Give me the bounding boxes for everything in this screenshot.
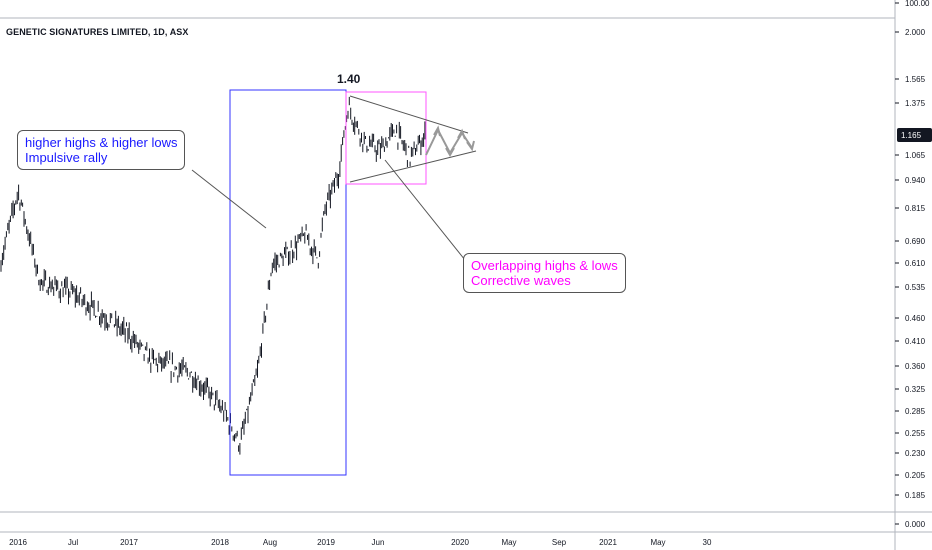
price-tick-label: 0.410: [905, 337, 926, 346]
price-scale[interactable]: 100.00 2.000 1.565 1.375 1.065 0.940 0.815 0.69…: [895, 0, 930, 529]
time-tick-label: Jun: [372, 538, 385, 547]
projection-arrowheads: [433, 125, 475, 158]
time-tick-label: 2017: [120, 538, 138, 547]
chart-title: GENETIC SIGNATURES LIMITED, 1D, ASX: [6, 27, 189, 37]
time-tick-label: 2020: [451, 538, 469, 547]
time-tick-label: Aug: [263, 538, 277, 547]
price-tick-label: 0.460: [905, 314, 926, 323]
impulse-box[interactable]: [229, 89, 347, 476]
price-tick-label: 0.205: [905, 471, 926, 480]
time-tick-label: May: [650, 538, 665, 547]
time-tick-label: Sep: [552, 538, 567, 547]
price-tick-label: 0.535: [905, 283, 926, 292]
time-tick-label: 2021: [599, 538, 617, 547]
price-tick-label: 0.815: [905, 204, 926, 213]
corrective-annotation-line1: Overlapping highs & lows: [471, 258, 618, 273]
time-tick-label: 2018: [211, 538, 229, 547]
price-tick-label: 0.230: [905, 449, 926, 458]
price-tick-label: 1.375: [905, 99, 926, 108]
corrective-callout-pointer: [384, 159, 466, 261]
impulse-callout-pointer: [191, 169, 267, 229]
price-tick-label: 1.065: [905, 151, 926, 160]
price-tick-label: 0.360: [905, 362, 926, 371]
time-scale[interactable]: 2016 Jul 2017 2018 Aug 2019 Jun 2020 May Sep 2021 M…: [9, 538, 712, 547]
price-tick-label: 0.185: [905, 491, 926, 500]
price-tick-label: 0.690: [905, 237, 926, 246]
peak-label: 1.40: [337, 72, 361, 86]
triangle-upper-line[interactable]: [349, 95, 469, 134]
price-tick-label: 0.000: [905, 520, 926, 529]
price-tick-label: 0.325: [905, 385, 926, 394]
time-tick-label: 30: [703, 538, 712, 547]
price-tick-label: 1.565: [905, 75, 926, 84]
corrective-annotation[interactable]: Overlapping highs & lows Corrective wave…: [463, 253, 626, 293]
price-tick-label: 0.285: [905, 407, 926, 416]
time-tick-label: 2016: [9, 538, 27, 547]
impulse-annotation-line2: Impulsive rally: [25, 150, 108, 165]
time-tick-label: May: [501, 538, 516, 547]
impulse-annotation-line1: higher highs & higher lows: [25, 135, 178, 150]
corrective-annotation-line2: Corrective waves: [471, 273, 571, 288]
price-tick-label: 2.000: [905, 28, 926, 37]
impulse-annotation[interactable]: higher highs & higher lows Impulsive ral…: [17, 130, 186, 170]
current-price-text: 1.165: [901, 131, 922, 140]
price-tick-label: 0.610: [905, 259, 926, 268]
price-tick-label: 100.00: [905, 0, 930, 8]
price-tick-label: 0.940: [905, 176, 926, 185]
price-tick-label: 0.255: [905, 429, 926, 438]
current-price-badge: 1.165: [897, 128, 932, 142]
corrective-box[interactable]: [345, 91, 427, 185]
time-tick-label: Jul: [68, 538, 78, 547]
time-tick-label: 2019: [317, 538, 335, 547]
ohlc-bars: [0, 96, 426, 455]
triangle-lower-line[interactable]: [349, 150, 477, 183]
